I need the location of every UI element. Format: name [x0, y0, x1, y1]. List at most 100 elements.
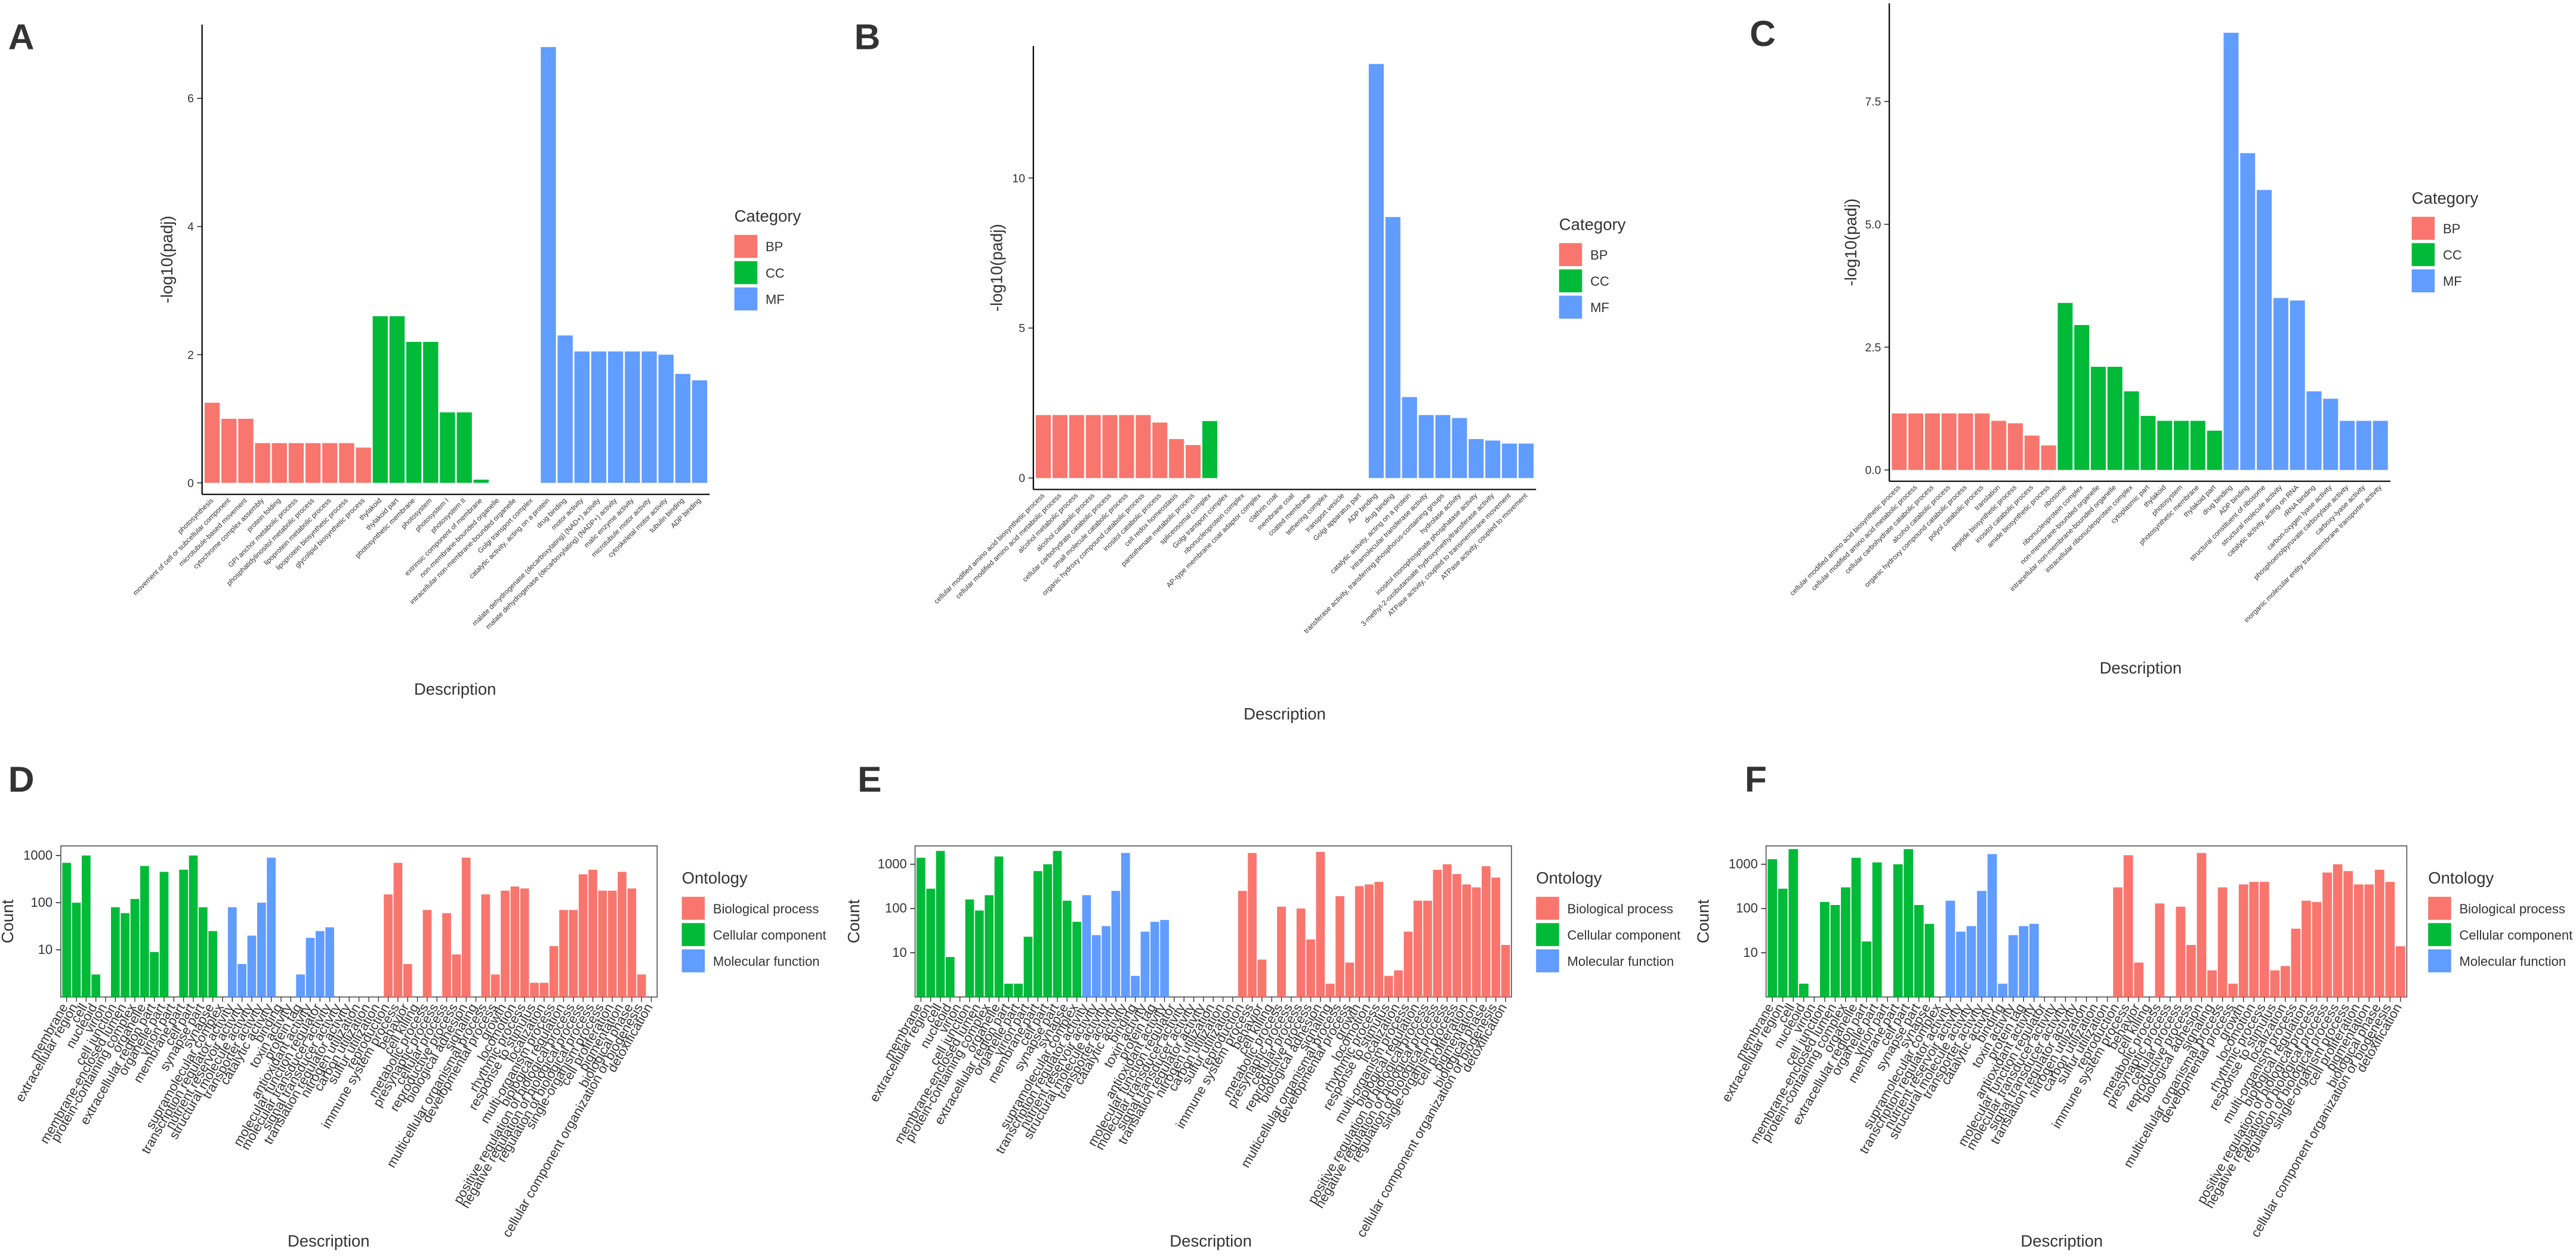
bar	[372, 316, 388, 483]
bar	[2223, 32, 2239, 470]
legend-title: Category	[1559, 215, 1626, 233]
bar	[315, 931, 325, 997]
bar	[1033, 871, 1042, 997]
bar	[2291, 928, 2301, 997]
bar	[578, 874, 588, 997]
bar	[1394, 970, 1403, 997]
bar	[452, 954, 461, 997]
legend-label: Biological process	[2460, 901, 2565, 916]
bar	[1169, 438, 1184, 478]
bar	[150, 952, 159, 997]
bar	[2257, 190, 2272, 470]
bar	[1941, 413, 1957, 470]
y-axis-title: Count	[1693, 899, 1712, 943]
bar	[936, 851, 945, 997]
bar	[2323, 399, 2339, 470]
bar	[1442, 864, 1452, 997]
bar	[2190, 421, 2205, 470]
bar	[1966, 926, 1976, 997]
bar	[325, 927, 334, 997]
bar	[994, 856, 1004, 997]
legend-label: Biological process	[713, 901, 819, 916]
y-tick-label: 2	[187, 349, 194, 362]
bar	[208, 931, 217, 997]
bar	[2395, 946, 2405, 997]
bar	[598, 890, 607, 997]
bar	[1202, 421, 1218, 478]
bar	[72, 903, 81, 997]
bar	[2273, 298, 2288, 470]
y-tick-label: 0	[187, 477, 194, 490]
bar	[255, 443, 270, 483]
legend-key	[2428, 923, 2451, 946]
bar	[1043, 864, 1052, 997]
bar	[2155, 903, 2165, 997]
x-axis-title: Description	[2020, 1232, 2103, 1250]
bar	[1238, 891, 1247, 997]
bar	[189, 855, 198, 997]
bar	[1062, 900, 1072, 997]
bar	[1248, 853, 1257, 997]
bar	[2302, 900, 2311, 997]
legend-label: Molecular function	[2460, 954, 2566, 969]
bar	[1469, 438, 1484, 478]
bar	[1452, 874, 1461, 997]
bar	[393, 863, 403, 997]
bar	[2124, 391, 2139, 470]
y-tick-label: 7.5	[1865, 96, 1881, 109]
bar	[1908, 413, 1924, 470]
bar	[2029, 924, 2039, 997]
bar	[501, 890, 510, 997]
bar	[557, 335, 573, 483]
bar	[1374, 882, 1384, 997]
bar	[2113, 887, 2123, 997]
y-tick-label: 10	[1013, 172, 1025, 185]
bar	[130, 898, 140, 997]
bar	[1119, 415, 1134, 478]
bar	[481, 894, 490, 997]
bar	[1491, 877, 1501, 997]
bar	[2340, 421, 2355, 470]
bar	[296, 974, 305, 997]
legend-key	[734, 287, 758, 311]
bar	[965, 899, 974, 997]
legend-label: Cellular component	[2460, 928, 2573, 943]
bar	[1501, 944, 1510, 997]
bar	[2333, 864, 2343, 997]
bar	[2157, 421, 2173, 470]
bar	[2007, 423, 2023, 470]
bar	[159, 872, 169, 997]
bar	[2090, 366, 2106, 470]
bar	[1841, 887, 1850, 997]
x-axis-title: Description	[1170, 1232, 1252, 1250]
bar	[1385, 217, 1400, 478]
bar	[2024, 436, 2040, 470]
bar	[62, 863, 72, 997]
y-axis-title: Count	[844, 899, 863, 943]
bar	[306, 937, 315, 997]
bar	[1945, 900, 1955, 997]
bar	[2374, 869, 2384, 997]
bar	[272, 443, 287, 483]
bar	[1977, 891, 1986, 997]
bar	[1924, 413, 1940, 470]
bar	[1893, 864, 1903, 997]
bar	[1778, 888, 1788, 997]
bar	[1296, 908, 1306, 997]
bar	[1335, 896, 1344, 997]
bar	[549, 946, 559, 997]
bar	[2343, 871, 2353, 997]
bar	[2196, 853, 2207, 997]
x-axis-title: Description	[2100, 659, 2182, 677]
bar	[1502, 443, 1517, 478]
bar	[926, 888, 936, 997]
bar	[574, 351, 590, 483]
bar	[1518, 443, 1534, 478]
y-tick-label: 10	[1743, 945, 1758, 960]
y-tick-label: 100	[1736, 901, 1758, 916]
bar	[288, 443, 304, 483]
y-tick-label: 5	[1019, 323, 1025, 335]
bar	[625, 351, 640, 483]
bar	[1820, 901, 1830, 997]
